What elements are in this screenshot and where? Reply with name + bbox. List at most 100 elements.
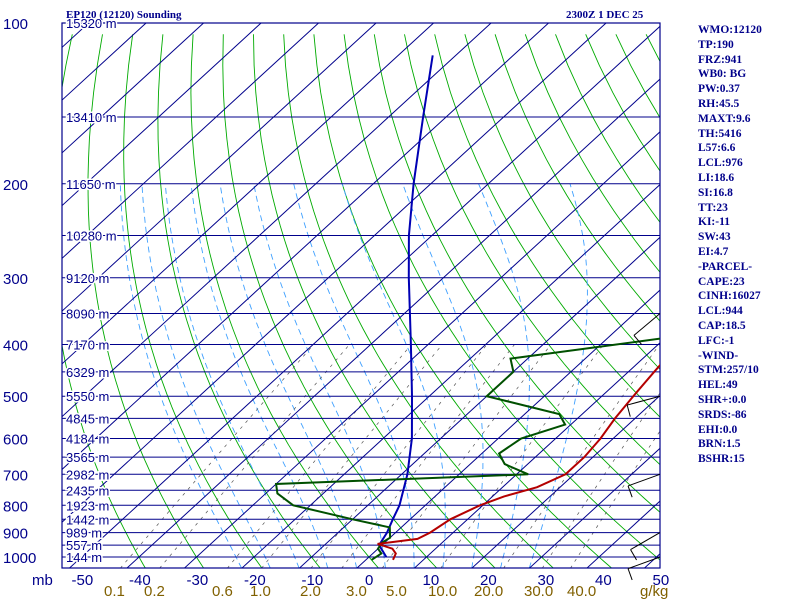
moist-adiabat-line <box>253 183 386 568</box>
index-value: SW:43 <box>698 231 731 244</box>
moist-adiabat-line <box>219 183 358 568</box>
index-value: PW:0.37 <box>698 83 740 96</box>
isotherm-line <box>62 23 320 260</box>
moist-adiabat-line <box>341 183 446 568</box>
index-value: FRZ:941 <box>698 53 743 66</box>
index-value: EI:4.7 <box>698 245 729 258</box>
sounding-traces <box>274 55 660 561</box>
index-value: MAXT:9.6 <box>698 112 751 125</box>
isotherm-line <box>183 131 660 568</box>
index-value: -PARCEL- <box>698 260 753 273</box>
index-value: LCL:976 <box>698 157 743 170</box>
isotherm-line <box>62 23 607 523</box>
dry-adiabat-line <box>585 34 660 172</box>
sounding-time: 2300Z 1 DEC 25 <box>566 9 644 21</box>
dry-adiabat-line <box>190 34 380 568</box>
index-value: CAP:18.5 <box>698 319 746 332</box>
temperature-tick-label: 40 <box>595 572 612 589</box>
temperature-tick-label: -40 <box>129 572 151 589</box>
mixing-ratio-tick-label: 5.0 <box>386 583 407 600</box>
height-level-label: 9120 m <box>66 271 109 286</box>
height-level-label: 7170 m <box>66 338 109 353</box>
dry-adiabat-line <box>404 34 660 466</box>
moist-adiabat-line <box>478 183 530 568</box>
isotherm-line <box>62 23 492 418</box>
index-value: BRN:1.5 <box>698 438 741 451</box>
mixing-ratio-line <box>570 430 660 568</box>
mixing-ratio-tick-label: 10.0 <box>428 583 457 600</box>
index-value: WMO:12120 <box>698 24 762 36</box>
pressure-tick-label: 100 <box>3 16 28 33</box>
parcel-trace-line <box>377 55 434 558</box>
mixing-ratio-tick-label: 0.1 <box>104 583 125 600</box>
height-level-label: 5550 m <box>66 389 109 404</box>
index-value: SHR+:0.0 <box>698 393 747 406</box>
dry-adiabat-line <box>555 34 660 223</box>
isotherm-line <box>62 23 262 207</box>
mixing-ratio-tick-label: 20.0 <box>474 583 503 600</box>
dry-adiabat-line <box>464 34 660 370</box>
pressure-tick-label: 600 <box>3 432 28 449</box>
isotherm-line <box>62 23 205 154</box>
height-level-label: 2982 m <box>66 467 109 482</box>
dry-adiabat-line <box>524 34 660 273</box>
pressure-tick-label: 1000 <box>3 550 36 567</box>
isotherm-line <box>62 23 550 471</box>
height-level-label: 8090 m <box>66 307 109 322</box>
temperature-tick-label: 20 <box>480 572 497 589</box>
mixing-ratio-tick-label: 30.0 <box>524 583 553 600</box>
isotherm-line <box>471 394 660 568</box>
mixing-ratio-tick-label: g/kg <box>640 583 668 600</box>
isotherm-line <box>126 78 660 568</box>
index-value: LI:18.6 <box>698 171 735 184</box>
mixing-ratio-line <box>261 344 443 568</box>
wind-barb <box>626 395 661 417</box>
height-level-label: 4845 m <box>66 411 109 426</box>
mixing-ratio-line <box>310 344 488 568</box>
index-value: TP:190 <box>698 38 734 51</box>
height-level-label: 1442 m <box>66 512 109 527</box>
isotherm-line <box>586 500 660 568</box>
wind-barb <box>627 556 661 581</box>
height-level-label: 1923 m <box>66 498 109 513</box>
plot-frame <box>61 22 661 569</box>
index-value: EHI:0.0 <box>698 423 738 436</box>
mixing-ratio-line <box>503 344 660 568</box>
grid-lines <box>62 23 660 568</box>
mixing-ratio-tick-label: 0.6 <box>212 583 233 600</box>
wind-barb <box>633 313 661 345</box>
pressure-tick-label: 800 <box>3 498 28 515</box>
pressure-tick-label: 900 <box>3 526 28 543</box>
moist-adiabat-line <box>164 183 300 568</box>
dry-adiabat-line <box>373 34 660 513</box>
height-level-label: 2435 m <box>66 483 109 498</box>
index-value: LCL:944 <box>698 305 743 318</box>
mixing-ratio-tick-label: 3.0 <box>346 583 367 600</box>
pressure-tick-label: 200 <box>3 177 28 194</box>
index-value: SRDS:-86 <box>698 408 747 421</box>
temperature-tick-label: 0 <box>365 572 373 589</box>
moist-adiabat-line <box>402 183 484 568</box>
mixing-ratio-tick-label: 2.0 <box>300 583 321 600</box>
mixing-ratio-tick-label: 0.2 <box>144 583 165 600</box>
height-level-label: 6329 m <box>66 365 109 380</box>
isotherm-line <box>62 23 435 365</box>
height-level-label: 10280 m <box>66 228 117 243</box>
index-value: LFC:-1 <box>698 334 735 347</box>
dry-adiabat-line <box>87 34 205 568</box>
height-level-label: 13410 m <box>66 110 117 125</box>
mixing-ratio-tick-label: 1.0 <box>250 583 271 600</box>
mixing-ratio-line <box>120 344 314 568</box>
index-value: L57:6.6 <box>698 142 736 155</box>
temperature-tick-label: -50 <box>72 572 94 589</box>
index-value: STM:257/10 <box>698 364 759 377</box>
height-level-label: 557 m <box>66 538 102 553</box>
dry-adiabat-line <box>62 34 146 568</box>
pressure-tick-label: 700 <box>3 467 28 484</box>
isotherm-line <box>298 236 660 568</box>
dry-adiabat-line <box>343 34 660 561</box>
mixing-ratio-tick-label: 40.0 <box>567 583 596 600</box>
temperature-tick-label: -10 <box>302 572 324 589</box>
